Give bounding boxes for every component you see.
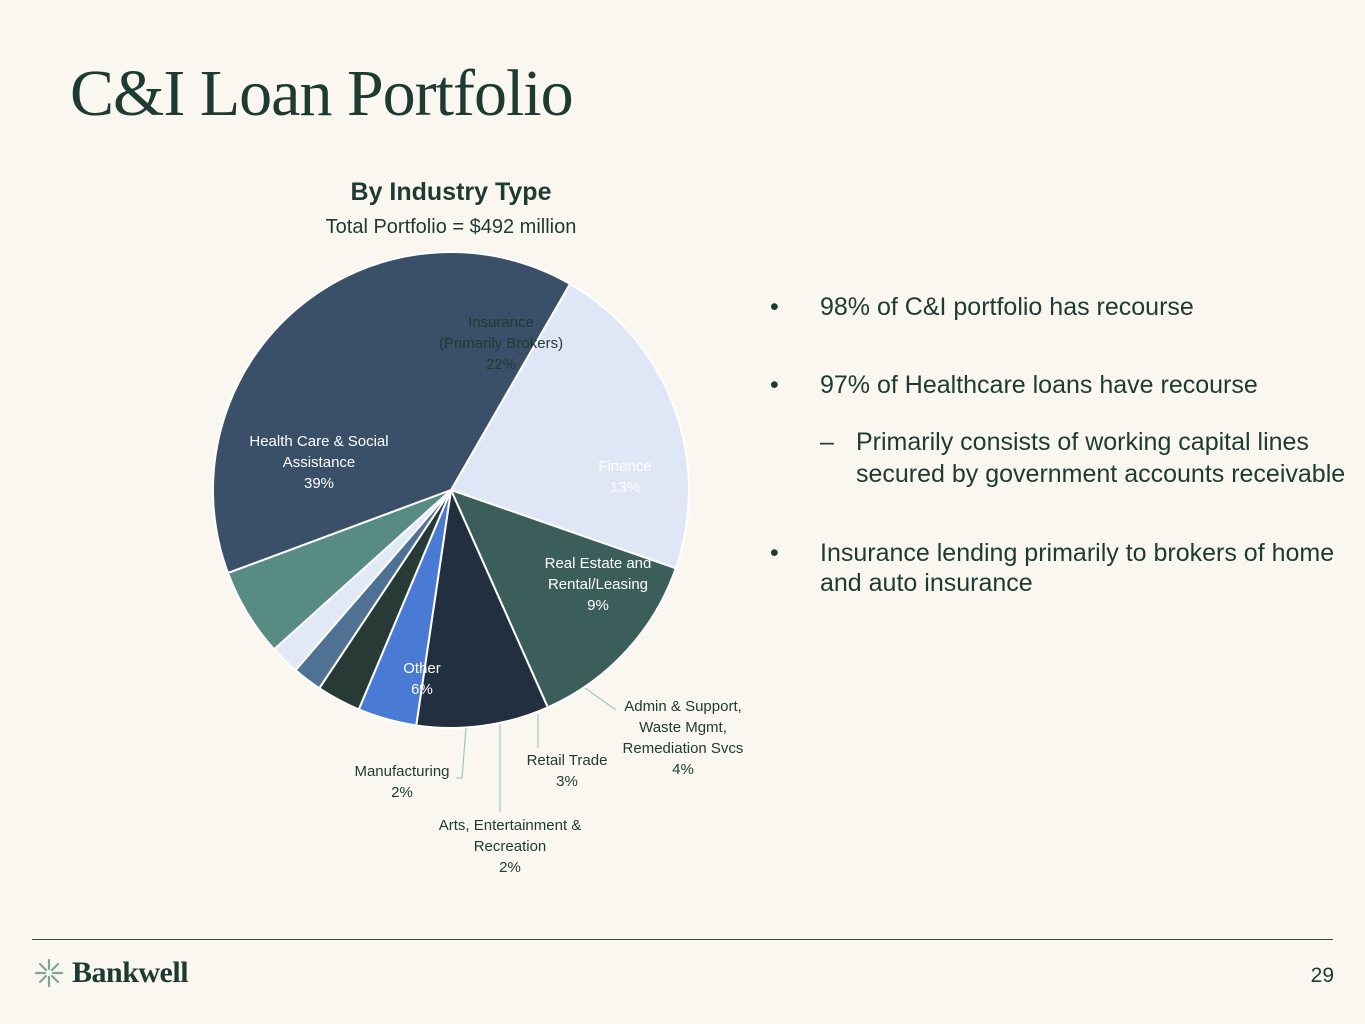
bullet-symbol: • [770, 371, 779, 399]
slice-real-estate-label: Real Estate and Rental/Leasing 9% [545, 555, 652, 614]
bullet-list: • 98% of C&I portfolio has recourse • 97… [770, 292, 1355, 646]
slice-admin-support-leader-line [584, 687, 617, 711]
chart-title: By Industry Type [350, 178, 552, 206]
slice-finance-value: 13% [610, 479, 640, 496]
bullet-text: Insurance lending primarily to brokers o… [820, 539, 1335, 597]
bullet-symbol: • [770, 539, 779, 567]
slice-other-value: 6% [411, 681, 433, 698]
dash-symbol: – [820, 428, 834, 456]
slice-manufacturing-value: 2% [391, 784, 413, 801]
slice-insurance-value: 22% [486, 356, 516, 373]
bullet-item: • 98% of C&I portfolio has recourse [770, 292, 1355, 322]
slice-manufacturing-label: Manufacturing 2% [354, 763, 449, 801]
bullet-text: 97% of Healthcare loans have recourse [820, 371, 1258, 399]
slice-admin-support-label: Admin & Support, Waste Mgmt, Remediation S… [623, 698, 744, 778]
bullet-item: • 97% of Healthcare loans have recourse [770, 370, 1355, 400]
sub-bullet-text: Primarily consists of working capital li… [856, 428, 1346, 488]
brand-name: Bankwell [72, 956, 189, 989]
slice-insurance-label: Insurance (Primarily Brokers) 22% [439, 314, 563, 373]
slice-health-care-label: Health Care & Social Assistance 39% [249, 433, 388, 492]
slice-admin-support-value: 4% [672, 761, 694, 778]
page-title: C&I Loan Portfolio [70, 57, 574, 130]
slice-finance [449, 488, 678, 709]
slice-arts-entertainment-value: 2% [499, 859, 521, 876]
page-number: 29 [1310, 964, 1334, 987]
slice-retail-trade-value: 3% [556, 773, 578, 790]
brand-logo: Bankwell [34, 956, 189, 990]
footer-divider [32, 939, 1333, 940]
bankwell-star-icon [34, 958, 64, 988]
slice-insurance [449, 282, 690, 570]
bullet-item: • Insurance lending primarily to brokers… [770, 538, 1355, 598]
slice-retail-trade-label: Retail Trade 3% [527, 752, 608, 790]
bullet-symbol: • [770, 293, 779, 321]
slice-health-care-value: 39% [304, 475, 334, 492]
slice-manufacturing-leader-line [456, 727, 467, 779]
slice-health-care [212, 251, 572, 575]
slice-finance-label: Finance 13% [598, 458, 651, 496]
bullet-text: 98% of C&I portfolio has recourse [820, 293, 1194, 321]
chart-subtitle: Total Portfolio = $492 million [325, 216, 577, 238]
slice-arts-entertainment-label: Arts, Entertainment & Recreation 2% [439, 817, 582, 876]
slice-real-estate [415, 486, 550, 729]
slice-other-label: Other 6% [403, 660, 441, 698]
sub-bullet-item: – Primarily consists of working capital … [770, 426, 1355, 490]
slice-real-estate-value: 9% [587, 597, 609, 614]
